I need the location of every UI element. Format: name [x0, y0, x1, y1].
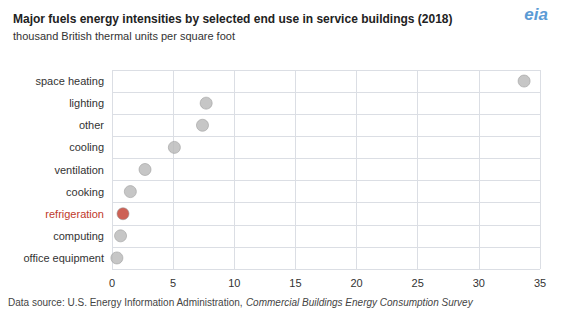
svg-text:thousand British thermal units: thousand British thermal units per squar… [13, 30, 235, 42]
svg-text:other: other [79, 119, 104, 131]
svg-text:computing: computing [53, 230, 104, 242]
svg-text:refrigeration: refrigeration [45, 208, 104, 220]
svg-text:20: 20 [350, 277, 362, 289]
svg-text:Major fuels energy intensities: Major fuels energy intensities by select… [13, 12, 452, 26]
svg-text:10: 10 [228, 277, 240, 289]
svg-text:Commercial Buildings Energy Co: Commercial Buildings Energy Consumption … [246, 297, 474, 308]
svg-text:15: 15 [289, 277, 301, 289]
svg-text:30: 30 [473, 277, 485, 289]
svg-text:cooling: cooling [69, 141, 104, 153]
svg-text:space heating: space heating [36, 75, 105, 87]
svg-text:0: 0 [109, 277, 115, 289]
svg-text:lighting: lighting [69, 97, 104, 109]
svg-text:eia: eia [524, 5, 548, 24]
svg-text:5: 5 [170, 277, 176, 289]
svg-text:35: 35 [534, 277, 546, 289]
svg-text:25: 25 [412, 277, 424, 289]
svg-text:ventilation: ventilation [54, 164, 104, 176]
svg-text:Data source: U.S. Energy Infor: Data source: U.S. Energy Information Adm… [8, 297, 245, 308]
svg-text:cooking: cooking [66, 186, 104, 198]
svg-text:office equipment: office equipment [23, 252, 104, 264]
